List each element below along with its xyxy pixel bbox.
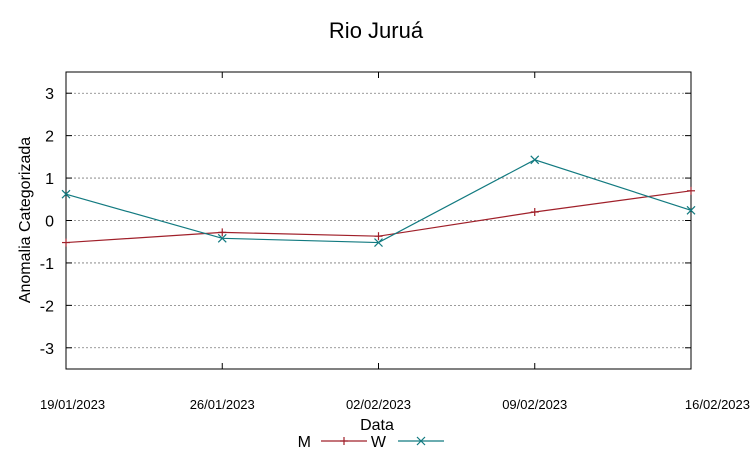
- y-axis-label: Anomalia Categorizada: [17, 137, 34, 303]
- series-lines: [65, 159, 692, 244]
- data-point-w: [217, 233, 227, 243]
- legend-label-m: M: [298, 434, 311, 451]
- series-markers: [61, 155, 696, 247]
- data-point-m: [530, 208, 539, 217]
- x-axis-label: Data: [360, 417, 394, 434]
- legend-sample-m: [321, 437, 367, 445]
- series-line-w: [65, 159, 692, 244]
- x-tick-label: 09/02/2023: [502, 397, 567, 412]
- chart-title: Rio Juruá: [329, 18, 424, 43]
- plot-area-frame: [65, 71, 692, 370]
- gridlines: [66, 92, 691, 349]
- x-tick-label: 16/02/2023: [685, 397, 750, 412]
- x-tick-label: 26/01/2023: [190, 397, 255, 412]
- legend-marker: [340, 437, 348, 445]
- data-point-m: [374, 232, 383, 241]
- y-tick-label: 3: [45, 86, 54, 103]
- data-point-w: [530, 155, 540, 165]
- y-tick-label: 2: [45, 129, 54, 146]
- legend-sample-w: [398, 436, 444, 446]
- x-tick-label: 02/02/2023: [346, 397, 411, 412]
- legend: M W: [298, 434, 444, 451]
- legend-marker: [416, 436, 426, 446]
- legend-label-w: W: [371, 434, 387, 451]
- y-tick-label: 1: [45, 171, 54, 188]
- data-point-m: [687, 186, 695, 195]
- x-axis-ticks: 19/01/2023 26/01/2023 02/02/2023 09/02/2023…: [40, 72, 750, 412]
- data-point-w: [61, 189, 71, 199]
- y-tick-label: -3: [40, 341, 54, 358]
- data-point-w: [686, 205, 696, 215]
- y-tick-label: 0: [45, 214, 54, 231]
- y-axis-ticks: 3 2 1 0 -1 -2 -3: [40, 86, 691, 358]
- data-point-m: [62, 238, 70, 247]
- y-tick-label: -2: [40, 298, 54, 315]
- x-tick-label: 19/01/2023: [40, 397, 105, 412]
- y-tick-label: -1: [40, 256, 54, 273]
- data-point-w: [374, 238, 383, 247]
- data-point-m: [218, 228, 227, 237]
